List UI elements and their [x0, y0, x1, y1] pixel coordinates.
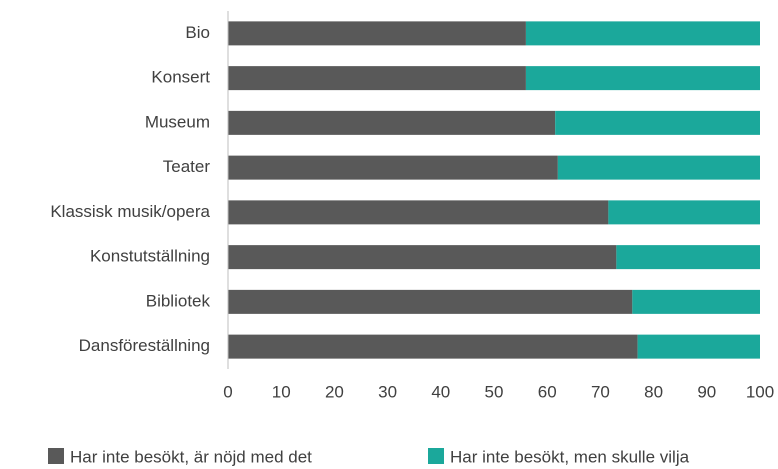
y-tick-label: Konstutställning	[90, 247, 210, 266]
legend-label: Har inte besökt, är nöjd med det	[70, 447, 312, 466]
bar-segment	[228, 155, 558, 180]
y-tick-label: Klassisk musik/opera	[50, 202, 210, 221]
x-tick-label: 50	[485, 382, 504, 401]
x-tick-label: 40	[431, 382, 450, 401]
x-tick-label: 70	[591, 382, 610, 401]
bar-segment	[228, 245, 617, 270]
bar-segment	[637, 334, 760, 359]
y-tick-label: Museum	[145, 112, 210, 131]
y-tick-label: Bio	[185, 23, 210, 42]
x-tick-label: 20	[325, 382, 344, 401]
bar-segment	[228, 334, 638, 359]
bar-segment	[525, 21, 760, 46]
y-tick-label: Bibliotek	[146, 291, 211, 310]
bar-segment	[632, 289, 760, 314]
bar-segment	[228, 66, 526, 91]
x-tick-label: 80	[644, 382, 663, 401]
legend-label: Har inte besökt, men skulle vilja	[450, 447, 690, 466]
bar-segment	[557, 155, 760, 180]
bar-segment	[228, 21, 526, 46]
legend-swatch	[48, 448, 64, 464]
bar-segment	[228, 110, 556, 135]
x-tick-label: 30	[378, 382, 397, 401]
bar-segment	[228, 200, 609, 225]
bar-segment	[228, 289, 633, 314]
y-tick-label: Dansföreställning	[79, 336, 210, 355]
bar-segment	[616, 245, 760, 270]
y-tick-label: Teater	[163, 157, 211, 176]
x-tick-label: 10	[272, 382, 291, 401]
bar-segment	[608, 200, 760, 225]
legend-swatch	[428, 448, 444, 464]
x-tick-label: 90	[697, 382, 716, 401]
x-tick-label: 0	[223, 382, 232, 401]
x-tick-label: 100	[746, 382, 774, 401]
x-tick-label: 60	[538, 382, 557, 401]
y-tick-label: Konsert	[151, 68, 210, 87]
bar-segment	[525, 66, 760, 91]
bar-segment	[555, 110, 760, 135]
